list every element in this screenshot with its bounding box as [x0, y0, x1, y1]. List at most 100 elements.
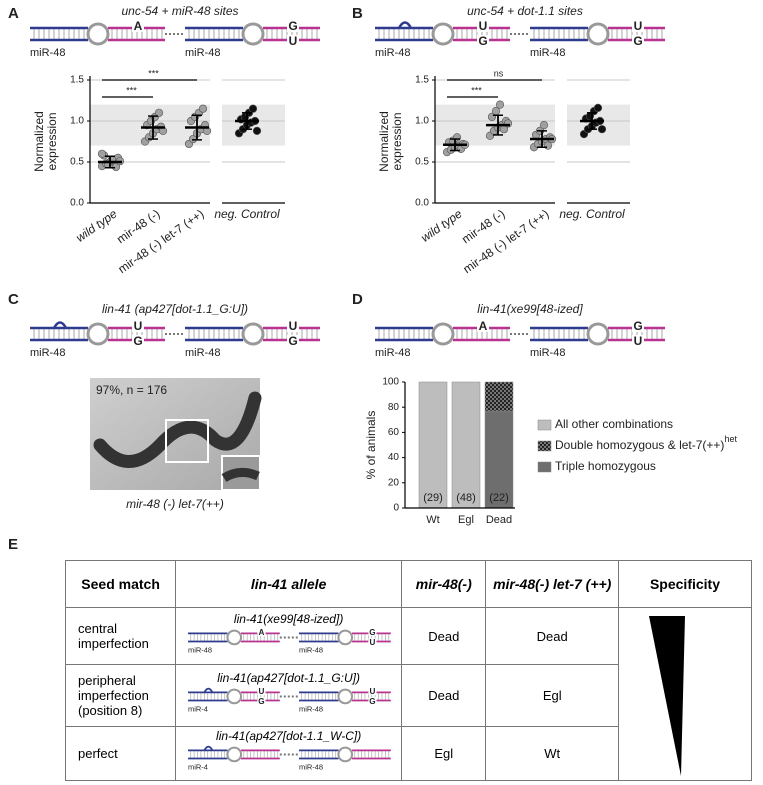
mirna-label: miR-48 — [185, 347, 220, 359]
y-tick-label: 40 — [388, 452, 400, 463]
y-tick-label: 1.5 — [415, 75, 429, 86]
loop — [337, 688, 353, 705]
mismatch-gap — [256, 688, 266, 696]
significance-label: *** — [471, 85, 482, 95]
loop — [337, 629, 353, 645]
specificity-graphic — [648, 616, 685, 776]
mismatch-gap — [477, 35, 489, 45]
header-cell: Specificity — [617, 560, 753, 608]
loop — [586, 322, 610, 346]
mismatch-gap — [477, 322, 489, 332]
mismatch-gap — [256, 697, 266, 704]
mismatch-gap — [287, 22, 299, 32]
mismatch-gap — [367, 697, 377, 704]
mismatch-base: A — [258, 627, 264, 636]
header-cell: mir-48(-) let-7 (++) — [485, 560, 619, 608]
panel-title: lin-41(xe99[48-ized] — [477, 302, 583, 316]
loop — [337, 746, 353, 763]
mismatch-gap — [632, 22, 644, 32]
panel-label: E — [8, 536, 18, 553]
x-tick-label: wild type — [418, 206, 465, 244]
loop — [241, 22, 265, 46]
bulge — [52, 321, 68, 329]
mismatch-gap — [632, 335, 644, 345]
mismatch-gap — [287, 35, 299, 45]
loop — [226, 688, 242, 705]
data-point — [539, 120, 549, 130]
header-row: Seed match lin-41 allele mir-48(-) mir-4… — [64, 560, 753, 608]
loop — [226, 746, 242, 763]
mirna-label: miR-4 — [188, 704, 208, 713]
loop — [86, 322, 110, 346]
phenotype-cell: Dead — [401, 664, 487, 727]
legend-swatch — [537, 440, 552, 452]
mirna-label: miR-48 — [299, 762, 323, 771]
table-row: central imperfection lin-41(xe99[48-ized]… — [64, 607, 753, 781]
data-point — [97, 149, 107, 158]
x-tick-label: Dead — [486, 514, 512, 526]
seed-cell: central imperfection — [64, 607, 177, 665]
mirna-label: miR-48 — [530, 347, 565, 359]
y-tick-label: 1.0 — [415, 116, 429, 127]
seed-cell: perfect — [64, 726, 177, 781]
duplex: miR-48 — [298, 746, 391, 771]
phenotype-cell: Egl — [401, 726, 487, 781]
n-label: (29) — [423, 492, 443, 504]
mismatch-base: U — [134, 319, 143, 333]
significance-label: *** — [148, 68, 159, 78]
mismatch-gap — [477, 22, 489, 32]
worm — [93, 391, 262, 468]
x-tick-label: Wt — [426, 514, 439, 526]
significance-label: ns — [494, 68, 504, 78]
legend-superscript: het — [724, 434, 737, 444]
mismatch-base: U — [634, 19, 643, 33]
loop — [226, 629, 242, 645]
panel-title: unc-54 + dot-1.1 sites — [467, 4, 583, 18]
specificity-wedge — [648, 616, 685, 776]
summary-table: Seed match lin-41 allele mir-48(-) mir-4… — [64, 560, 753, 781]
y-axis-label: % of animals — [364, 411, 378, 480]
header-cell: lin-41 allele — [175, 560, 403, 608]
y-tick-label: 1.5 — [70, 75, 84, 86]
allele-name: lin-41(ap427[dot-1.1_W-C]) — [216, 729, 362, 743]
legend-label: Double homozygous & let-7(++)het — [555, 434, 737, 452]
loop — [86, 22, 110, 46]
n-label: (22) — [489, 492, 509, 504]
legend-label: All other combinations — [555, 417, 673, 431]
duplex-pair: miR-4 miR-48 — [187, 745, 391, 771]
y-tick-label: 1.0 — [70, 116, 84, 127]
mismatch-base: G — [133, 334, 142, 348]
legend-label: Triple homozygous — [555, 459, 656, 473]
phenotype-cell: Dead — [485, 607, 619, 665]
allele-cell: lin-41(ap427[dot-1.1_W-C]) miR-4 miR-48 — [175, 726, 403, 781]
mismatch-base: U — [369, 638, 375, 647]
data-point — [543, 141, 553, 150]
header-cell: mir-48(-) — [401, 560, 487, 608]
data-point — [198, 104, 208, 113]
loop — [431, 22, 455, 46]
panel-label: D — [352, 291, 363, 308]
phenotype-cell: Wt — [485, 726, 619, 781]
panel-label: A — [8, 5, 19, 22]
mirna-label: miR-48 — [375, 47, 410, 59]
data-point — [491, 107, 501, 116]
mismatch-base: A — [479, 319, 488, 333]
mismatch-gap — [132, 22, 144, 32]
table-row: perfect lin-41(ap427[dot-1.1_W-C]) miR-4 mi… — [64, 726, 752, 781]
mismatch-base: G — [369, 627, 375, 636]
mismatch-gap — [367, 637, 377, 645]
y-tick-label: 60 — [388, 427, 400, 438]
duplex: miR-4 — [187, 745, 280, 771]
caption: mir-48 (-) let-7(++) — [126, 497, 224, 511]
data-point — [597, 125, 607, 134]
x-tick-label: neg. Control — [214, 207, 280, 221]
